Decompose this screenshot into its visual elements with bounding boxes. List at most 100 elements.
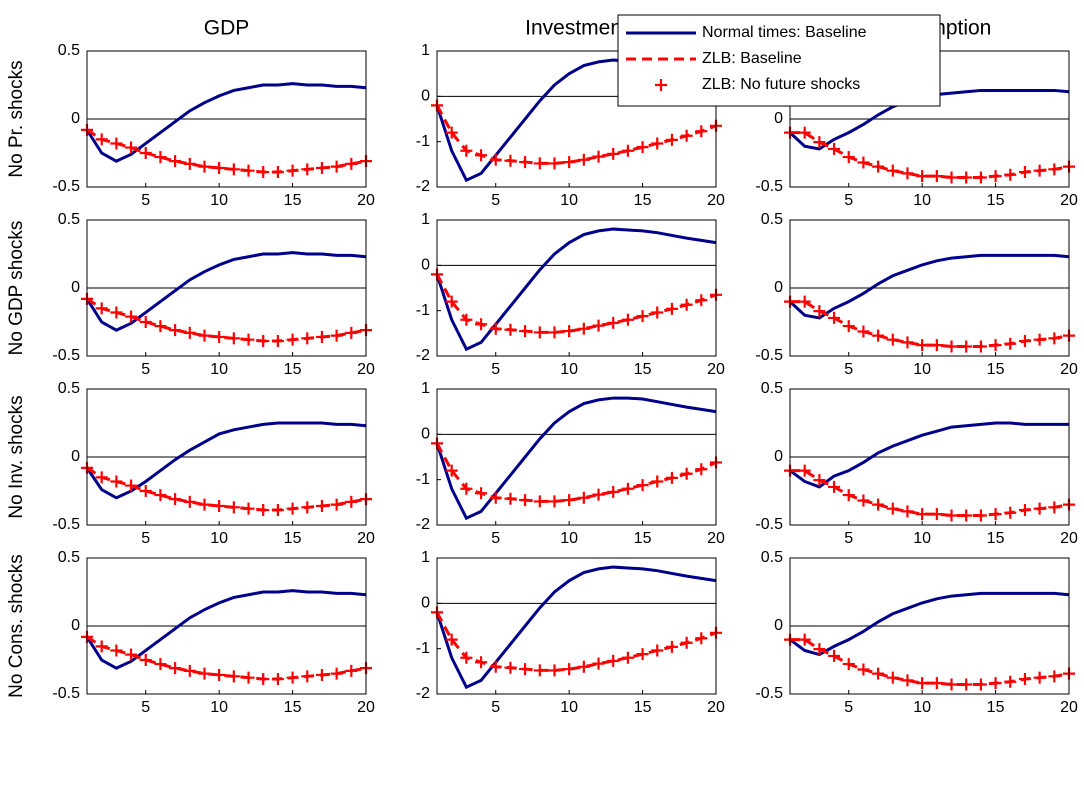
plus-marker bbox=[213, 668, 226, 681]
plus-marker bbox=[901, 336, 914, 349]
plus-marker bbox=[636, 310, 649, 323]
plus-marker bbox=[345, 664, 358, 677]
plus-marker bbox=[1033, 164, 1046, 177]
legend-marker bbox=[655, 79, 667, 91]
plus-marker bbox=[680, 636, 693, 649]
x-tick-label: 20 bbox=[707, 361, 725, 378]
plus-marker bbox=[548, 157, 561, 170]
y-tick-label: -1 bbox=[416, 133, 430, 150]
plus-marker bbox=[989, 170, 1002, 183]
plus-marker bbox=[242, 164, 255, 177]
plus-marker bbox=[872, 498, 885, 511]
plus-marker bbox=[1018, 504, 1031, 517]
x-tick-label: 5 bbox=[491, 192, 500, 209]
plus-marker bbox=[460, 313, 473, 326]
plus-marker bbox=[489, 660, 502, 673]
plus-marker bbox=[607, 485, 620, 498]
plus-marker bbox=[139, 654, 152, 666]
plus-marker bbox=[563, 663, 576, 676]
x-tick-label: 15 bbox=[284, 192, 302, 209]
legend-box bbox=[617, 14, 941, 107]
x-tick-label: 20 bbox=[707, 530, 725, 547]
plus-marker bbox=[227, 332, 240, 345]
x-tick-label: 10 bbox=[210, 530, 228, 547]
y-tick-label: -1 bbox=[416, 302, 430, 319]
x-tick-label: 5 bbox=[141, 361, 150, 378]
plus-marker bbox=[271, 335, 284, 348]
plus-marker bbox=[930, 508, 943, 521]
plus-marker bbox=[857, 156, 870, 169]
plus-marker bbox=[857, 325, 870, 338]
row-label: No Inv. shocks bbox=[6, 395, 27, 518]
plot-frame bbox=[436, 219, 717, 357]
plus-marker bbox=[563, 494, 576, 507]
plus-marker bbox=[636, 141, 649, 154]
plus-marker bbox=[1033, 502, 1046, 515]
plus-marker bbox=[607, 147, 620, 160]
plus-marker bbox=[592, 150, 605, 163]
x-tick-label: 10 bbox=[913, 699, 931, 716]
x-tick-label: 10 bbox=[560, 530, 578, 547]
x-tick-label: 5 bbox=[141, 699, 150, 716]
plus-marker bbox=[139, 147, 152, 159]
plus-marker bbox=[621, 482, 634, 495]
plus-marker bbox=[974, 509, 987, 522]
plus-marker bbox=[930, 170, 943, 183]
x-tick-label: 15 bbox=[634, 699, 652, 716]
x-tick-label: 20 bbox=[707, 192, 725, 209]
x-tick-label: 10 bbox=[913, 192, 931, 209]
plus-marker bbox=[460, 144, 473, 157]
plus-marker bbox=[901, 674, 914, 687]
plus-marker bbox=[1018, 335, 1031, 348]
x-tick-label: 10 bbox=[913, 361, 931, 378]
x-tick-label: 10 bbox=[560, 192, 578, 209]
plot-frame bbox=[86, 219, 367, 357]
plus-marker bbox=[227, 501, 240, 514]
row-label: No Cons. shocks bbox=[6, 554, 27, 698]
plus-marker bbox=[636, 479, 649, 492]
plus-marker bbox=[475, 149, 488, 162]
plus-marker bbox=[110, 644, 123, 657]
plus-marker bbox=[695, 463, 708, 476]
plus-marker bbox=[901, 167, 914, 180]
plus-marker bbox=[989, 339, 1002, 352]
y-tick-label: 1 bbox=[421, 211, 430, 228]
x-tick-label: 5 bbox=[491, 361, 500, 378]
plus-marker bbox=[695, 294, 708, 307]
x-tick-label: 10 bbox=[560, 699, 578, 716]
plus-marker bbox=[1048, 670, 1061, 683]
y-tick-label: -0.5 bbox=[755, 516, 783, 533]
y-tick-label: 0 bbox=[774, 110, 783, 127]
x-tick-label: 10 bbox=[210, 192, 228, 209]
plus-marker bbox=[169, 662, 182, 675]
plus-marker bbox=[857, 494, 870, 507]
plus-marker bbox=[1048, 501, 1061, 514]
y-tick-label: 0 bbox=[71, 110, 80, 127]
plus-marker bbox=[548, 326, 561, 339]
plus-marker bbox=[198, 498, 211, 511]
plus-marker bbox=[857, 663, 870, 676]
plus-marker bbox=[813, 305, 826, 318]
y-tick-label: 0.5 bbox=[58, 42, 80, 59]
plus-marker bbox=[621, 651, 634, 664]
plus-marker bbox=[330, 667, 343, 680]
plus-marker bbox=[445, 464, 458, 477]
x-tick-label: 10 bbox=[210, 699, 228, 716]
plus-marker bbox=[842, 151, 855, 164]
plus-marker bbox=[125, 310, 138, 323]
series-line bbox=[435, 565, 717, 690]
plus-marker bbox=[665, 302, 678, 315]
plus-marker bbox=[315, 330, 328, 343]
plus-marker bbox=[798, 295, 811, 308]
y-tick-label: 0.5 bbox=[58, 549, 80, 566]
plus-marker bbox=[945, 171, 958, 184]
plus-marker bbox=[1048, 163, 1061, 176]
plus-marker bbox=[345, 495, 358, 508]
plus-marker bbox=[257, 504, 270, 517]
plus-marker bbox=[504, 323, 517, 336]
plus-marker bbox=[345, 326, 358, 339]
x-tick-label: 15 bbox=[284, 361, 302, 378]
plus-marker bbox=[95, 471, 108, 484]
y-tick-label: -0.5 bbox=[52, 347, 80, 364]
